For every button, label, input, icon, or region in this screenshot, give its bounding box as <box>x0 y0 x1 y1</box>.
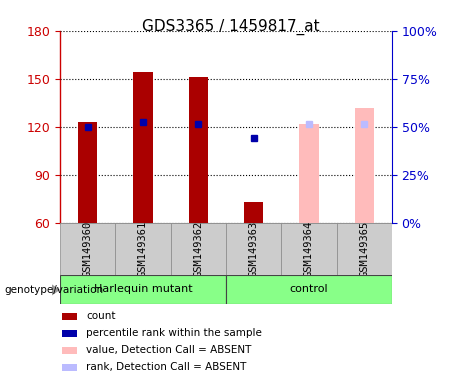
Bar <box>62 313 77 320</box>
Bar <box>299 124 319 223</box>
Text: GSM149362: GSM149362 <box>193 220 203 277</box>
Bar <box>60 275 226 304</box>
Text: GDS3365 / 1459817_at: GDS3365 / 1459817_at <box>142 18 319 35</box>
Text: GSM149365: GSM149365 <box>359 220 369 277</box>
Bar <box>60 223 115 275</box>
Text: GSM149364: GSM149364 <box>304 220 314 277</box>
Bar <box>244 202 263 223</box>
Bar <box>171 223 226 275</box>
Bar <box>78 122 97 223</box>
Text: control: control <box>290 284 328 295</box>
Text: percentile rank within the sample: percentile rank within the sample <box>86 328 262 338</box>
Text: GSM149361: GSM149361 <box>138 220 148 277</box>
Bar <box>133 72 153 223</box>
Bar <box>189 77 208 223</box>
Text: Harlequin mutant: Harlequin mutant <box>94 284 192 295</box>
Text: count: count <box>86 311 116 321</box>
Bar <box>115 223 171 275</box>
Bar <box>337 223 392 275</box>
Bar <box>226 223 281 275</box>
Text: genotype/variation: genotype/variation <box>5 285 104 295</box>
Text: value, Detection Call = ABSENT: value, Detection Call = ABSENT <box>86 345 251 355</box>
Bar <box>62 347 77 354</box>
Bar <box>281 223 337 275</box>
Bar <box>62 330 77 337</box>
Polygon shape <box>52 284 60 296</box>
Bar <box>355 108 374 223</box>
Bar <box>226 275 392 304</box>
Text: rank, Detection Call = ABSENT: rank, Detection Call = ABSENT <box>86 362 246 372</box>
Text: GSM149363: GSM149363 <box>248 220 259 277</box>
Text: GSM149360: GSM149360 <box>83 220 93 277</box>
Bar <box>62 364 77 371</box>
